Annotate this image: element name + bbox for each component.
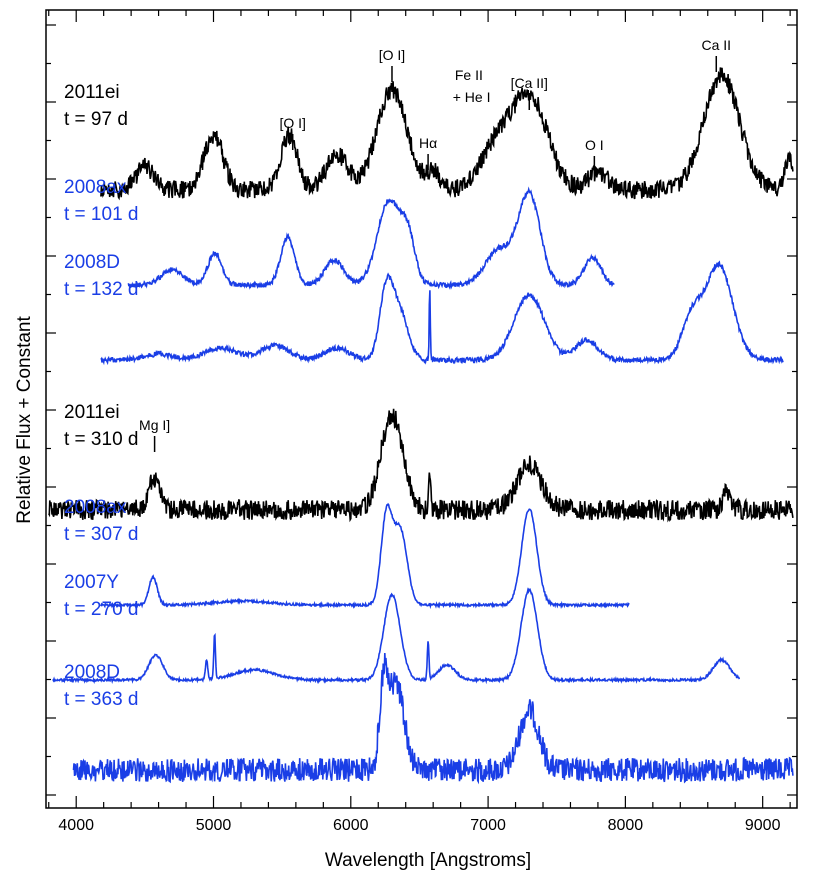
spectrum-name-label: 2007Y [64, 572, 119, 593]
spectrum-line [72, 652, 794, 785]
spectrum-epoch-label: t = 97 d [64, 109, 128, 130]
x-tick-label: 7000 [470, 817, 506, 834]
spectrum-line [52, 587, 741, 685]
spectrum-epoch-label: t = 310 d [64, 429, 138, 450]
spectrum-line [100, 260, 784, 366]
line-id-label: [Ca II] [511, 75, 548, 91]
labels-layer: 2011ei t = 97 d 2008ax t = 101 d 2008D t = 13… [64, 82, 138, 710]
x-tick-label: 8000 [608, 817, 644, 834]
spectra-layer [48, 67, 794, 785]
line-id-layer: [O I] [O I] Hα Fe II + He I [Ca II] O I Ca II Mg… [139, 37, 731, 452]
spectrum-line [100, 67, 794, 201]
axes: 4000 5000 6000 7000 8000 9000 [45, 9, 798, 834]
x-tick-label: 9000 [745, 817, 781, 834]
line-id-label: Hα [419, 135, 437, 151]
line-id-label: Mg I] [139, 417, 170, 433]
spectrum-epoch-label: t = 363 d [64, 689, 138, 710]
spectrum-epoch-label: t = 307 d [64, 524, 138, 545]
y-axis-title: Relative Flux + Constant [14, 316, 35, 524]
spectrum-line [100, 502, 630, 610]
spectrum-name-label: 2008ax [64, 497, 127, 518]
line-id-label: O I [585, 137, 604, 153]
line-id-label: [O I] [279, 115, 305, 131]
spectrum-name-label: 2008D [64, 252, 120, 273]
x-tick-label: 4000 [58, 817, 94, 834]
spectrum-name-label: 2008ax [64, 177, 127, 198]
spectrum-line [48, 408, 794, 523]
spectrum-name-label: 2011ei [64, 402, 120, 423]
line-id-label: Ca II [701, 37, 731, 53]
x-axis-title: Wavelength [Angstroms] [325, 850, 531, 871]
spectrum-name-label: 2011ei [64, 82, 120, 103]
line-id-label: Fe II [455, 67, 483, 83]
spectrum-line [127, 186, 615, 290]
x-tick-label: 6000 [333, 817, 369, 834]
line-id-label: + He I [453, 89, 491, 105]
spectrum-epoch-label: t = 132 d [64, 279, 138, 300]
x-tick-label: 5000 [196, 817, 232, 834]
line-id-label: [O I] [379, 47, 405, 63]
spectrum-name-label: 2008D [64, 662, 120, 683]
spectrum-epoch-label: t = 270 d [64, 599, 138, 620]
spectrum-epoch-label: t = 101 d [64, 204, 138, 225]
plot-frame [45, 9, 798, 809]
